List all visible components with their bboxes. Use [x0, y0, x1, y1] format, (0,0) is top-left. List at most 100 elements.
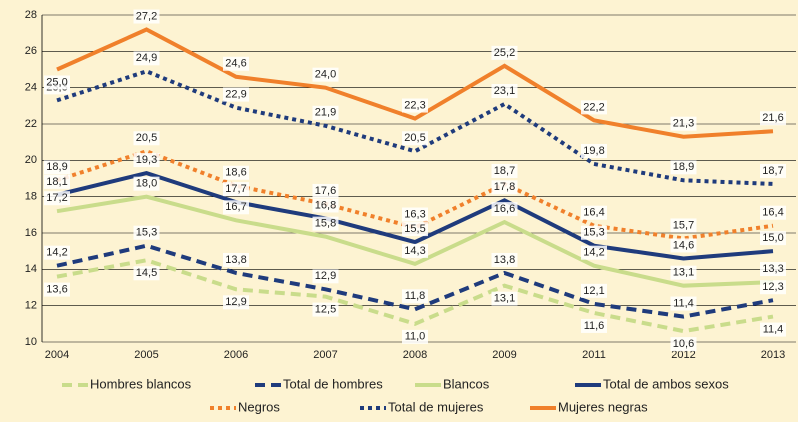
line: [56, 149, 774, 241]
label-bg: [223, 200, 249, 215]
label-bg: [402, 289, 428, 304]
label-bg: [312, 67, 339, 82]
label-bg: [44, 191, 70, 206]
x-tick-label: 2006: [224, 349, 248, 361]
data-label: 14,5: [136, 267, 157, 279]
legend-label: Total de ambos sexos: [603, 376, 729, 391]
label-bg: [312, 216, 339, 231]
data-label: 18,9: [673, 161, 694, 173]
legend-label: Mujeres negras: [558, 399, 648, 414]
data-label: 14,6: [673, 239, 694, 251]
data-label: 21,3: [673, 118, 694, 130]
label-bg: [760, 163, 786, 178]
data-label: 15,3: [583, 227, 604, 239]
label-bg: [670, 218, 697, 233]
data-label: 24,6: [225, 58, 246, 70]
label-bg: [133, 225, 160, 240]
data-label: 17,7: [225, 183, 246, 195]
data-label: 13,6: [46, 284, 67, 296]
label-bg: [670, 160, 697, 175]
data-label: 24,9: [136, 52, 157, 64]
data-label: 13,8: [225, 254, 246, 266]
label-bg: [581, 143, 607, 158]
label-bg: [312, 302, 339, 317]
x-tick-label: 2012: [671, 349, 695, 361]
label-bg: [312, 105, 339, 120]
line: [56, 170, 774, 261]
label-bg: [670, 337, 697, 352]
label-bg: [670, 116, 697, 131]
data-label: 13,1: [673, 267, 694, 279]
x-tick-label: 2007: [313, 349, 337, 361]
line: [56, 27, 774, 139]
line: [56, 194, 774, 288]
data-label: 19,8: [583, 145, 604, 157]
y-tick-label: 18: [25, 191, 37, 203]
data-label: 10,6: [673, 338, 694, 350]
data-label: 11,4: [673, 297, 694, 309]
label-bg: [223, 295, 249, 310]
label-bg: [491, 291, 518, 306]
label-bg: [133, 131, 160, 146]
data-label: 13,8: [494, 254, 515, 266]
x-tick-label: 2013: [761, 349, 785, 361]
data-label: 16,7: [225, 201, 246, 213]
data-label: 13,1: [494, 293, 515, 305]
data-label: 11,0: [405, 331, 426, 343]
data-label: 20,5: [404, 132, 425, 144]
y-tick-label: 20: [25, 154, 37, 166]
label-bg: [760, 280, 786, 295]
data-label: 14,2: [46, 247, 67, 259]
data-label: 21,9: [315, 107, 336, 119]
data-label: 18,9: [46, 161, 67, 173]
label-bg: [402, 98, 428, 113]
label-bg: [312, 269, 339, 284]
label-bg: [760, 262, 786, 277]
label-bg: [312, 183, 339, 198]
label-bg: [223, 165, 249, 180]
legend-label: Blancos: [443, 376, 490, 391]
data-label: 21,6: [762, 112, 783, 124]
data-label: 16,4: [583, 207, 604, 219]
data-label: 24,0: [315, 69, 336, 81]
label-bg: [223, 252, 249, 267]
data-label: 25,2: [494, 47, 515, 59]
label-bg: [581, 318, 607, 333]
legend-label: Total de hombres: [283, 376, 383, 391]
label-bg: [670, 238, 697, 253]
x-tick-label: 2005: [134, 349, 158, 361]
y-tick-label: 10: [25, 336, 37, 348]
label-bg: [581, 100, 607, 115]
label-bg: [670, 296, 697, 311]
y-tick-label: 12: [25, 300, 37, 312]
legend-label: Negros: [238, 399, 280, 414]
data-label: 22,3: [404, 99, 425, 111]
label-bg: [44, 75, 70, 90]
label-bg: [44, 282, 70, 297]
data-label: 22,9: [225, 89, 246, 101]
data-label: 18,7: [494, 165, 515, 177]
y-tick-label: 26: [25, 45, 37, 57]
label-bg: [491, 45, 518, 60]
data-label: 20,5: [136, 132, 157, 144]
data-label: 11,8: [405, 290, 426, 302]
data-label: 13,3: [762, 263, 783, 275]
data-label: 18,1: [46, 176, 67, 188]
data-label: 12,1: [583, 285, 604, 297]
data-label: 17,6: [315, 185, 336, 197]
data-label: 16,3: [404, 208, 425, 220]
data-label: 18,0: [136, 178, 157, 190]
label-bg: [223, 56, 249, 71]
data-label: 25,0: [46, 76, 67, 88]
legend-label: Total de mujeres: [388, 399, 484, 414]
label-bg: [402, 222, 428, 237]
data-label: 12,9: [315, 270, 336, 282]
y-tick-label: 28: [25, 9, 37, 21]
y-tick-label: 16: [25, 227, 37, 239]
label-bg: [402, 329, 428, 344]
data-label: 15,3: [136, 227, 157, 239]
label-bg: [402, 131, 428, 146]
label-bg: [402, 243, 428, 258]
data-label: 16,4: [762, 207, 783, 219]
